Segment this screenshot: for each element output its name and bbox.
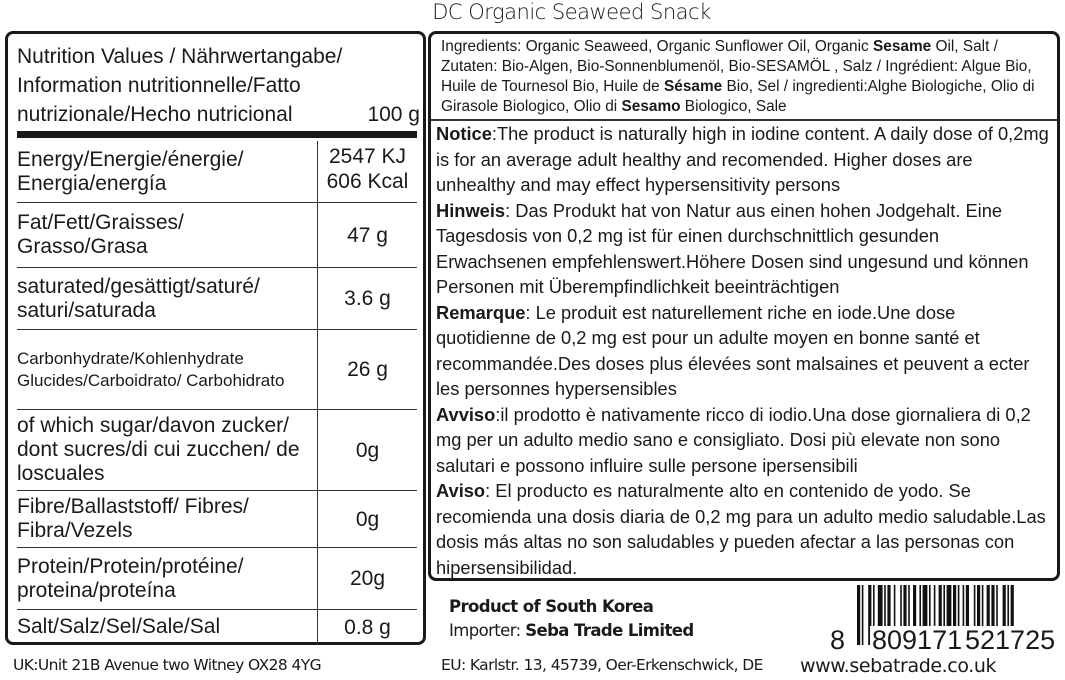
notices: Notice:The product is naturally high in … — [436, 121, 1053, 580]
notice-paragraph: Notice:The product is naturally high in … — [436, 121, 1053, 198]
notice-heading: Remarque — [436, 301, 526, 323]
barcode-bar — [938, 585, 942, 645]
nutrient-label: Fibre/Ballaststoff/ Fibres/ Fibra/Vezels — [17, 495, 249, 542]
nutrient-value: 0g — [317, 491, 417, 547]
nutrition-row: Fibre/Ballaststoff/ Fibres/ Fibra/Vezels… — [17, 490, 417, 547]
barcode-bar — [981, 585, 984, 645]
barcode-bar — [1007, 585, 1009, 645]
notice-heading: Hinweis — [436, 199, 506, 221]
nutrient-label: Energy/Energie/énergie/ Energia/energía — [17, 147, 244, 195]
nutrition-header: Nutrition Values / Nährwertangabe/ Infor… — [17, 42, 422, 129]
nutrient-label: Protein/Protein/protéine/ proteina/prote… — [17, 554, 244, 602]
nutrition-row: Fat/Fett/Graisses/ Grasso/Grasa 47 g — [17, 202, 417, 267]
barcode-bar — [991, 585, 995, 645]
barcode-bar — [913, 585, 917, 645]
notice-paragraph: Aviso: El producto es naturalmente alto … — [436, 478, 1053, 580]
barcode — [857, 585, 1014, 645]
nutrient-value: 47 g — [317, 203, 417, 267]
nutrition-row: of which sugar/davon zucker/ dont sucres… — [17, 409, 417, 490]
nutrient-label: Carbonhydrate/Kohlenhydrate Glucides/Car… — [17, 348, 285, 390]
origin-block: Product of South Korea Importer: Seba Tr… — [449, 595, 694, 643]
barcode-bar — [946, 585, 952, 645]
barcode-bar — [919, 585, 921, 645]
barcode-bar — [893, 585, 896, 645]
website: www.sebatrade.co.uk — [800, 655, 997, 677]
nutrient-value: 3.6 g — [317, 268, 417, 329]
notice-paragraph: Avviso:il prodotto è nativamente ricco d… — [436, 402, 1053, 479]
barcode-bar — [965, 585, 969, 645]
notice-heading: Avviso — [436, 403, 496, 425]
barcode-digits-left: 809171 — [870, 625, 965, 655]
barcode-bar — [873, 585, 875, 645]
barcode-bar — [973, 585, 976, 645]
barcode-digits-right: 521725 — [963, 625, 1058, 655]
barcode-bar — [903, 585, 907, 645]
barcode-bar — [922, 585, 928, 645]
ingredient-text: Bio, Sel / ingredienti:Alghe Biologiche,… — [441, 78, 1035, 115]
allergen: Sesamo — [621, 98, 681, 115]
origin: Product of South Korea — [449, 597, 654, 616]
nutrition-row: Protein/Protein/protéine/ proteina/prote… — [17, 547, 417, 609]
nutrition-table: Nutrition Values / Nährwertangabe/ Infor… — [5, 31, 426, 645]
notice-text: : El producto es naturalmente alto en co… — [436, 480, 1046, 578]
barcode-digit-first: 8 — [830, 625, 846, 655]
allergen: Sesame — [873, 38, 932, 55]
barcode-bar — [861, 585, 864, 645]
barcode-bar — [900, 585, 902, 645]
thick-divider — [17, 131, 417, 138]
nutrition-row: Carbonhydrate/Kohlenhydrate Glucides/Car… — [17, 329, 417, 409]
barcode-bar — [943, 585, 945, 645]
importer-label: Importer: — [449, 621, 526, 640]
barcode-bar — [908, 585, 910, 645]
nutrient-value: 20g — [317, 548, 417, 609]
nutrient-value: 26 g — [317, 330, 417, 409]
barcode-bar — [933, 585, 936, 645]
nutrition-row: Energy/Energie/énergie/ Energia/energía 2… — [17, 141, 417, 202]
barcode-bar — [977, 585, 981, 645]
nutrient-label: of which sugar/davon zucker/ dont sucres… — [17, 414, 300, 485]
allergen: Sésame — [664, 78, 723, 95]
barcode-bar — [857, 585, 861, 645]
nutrition-header-text: Nutrition Values / Nährwertangabe/ Infor… — [17, 45, 343, 126]
nutrient-value: 0g — [317, 410, 417, 490]
nutrient-label: saturated/gesättigt/saturé/ saturi/satur… — [17, 274, 260, 322]
notice-heading: Notice — [436, 123, 492, 144]
product-title: DC Organic Seaweed Snack — [432, 0, 711, 24]
barcode-bar — [962, 585, 965, 645]
per-amount: 100 g — [367, 103, 420, 126]
nutrition-row: Salt/Salz/Sel/Sale/Sal 0.8 g — [17, 609, 417, 644]
barcode-bar — [884, 585, 886, 645]
barcode-bar — [1010, 585, 1014, 645]
notice-paragraph: Remarque: Le produit est naturellement r… — [436, 300, 1053, 402]
barcode-bar — [929, 585, 931, 645]
ingredient-text: Oil, Salt / Zutaten: Bio-Algen, Bio-Sonn… — [441, 38, 1032, 95]
nutrition-row: saturated/gesättigt/saturé/ saturi/satur… — [17, 267, 417, 329]
notice-text: :The product is naturally high in iodine… — [436, 123, 1049, 195]
barcode-bar — [877, 585, 883, 645]
nutrient-value: 0.8 g — [317, 610, 417, 644]
address-eu: EU: Karlstr. 13, 45739, Oer-Erkenschwick… — [441, 656, 763, 674]
nutrient-label: Fat/Fett/Graisses/ Grasso/Grasa — [17, 211, 184, 258]
ingredients-text: Ingredients: Organic Seaweed, Organic Su… — [441, 37, 1049, 117]
address-uk: UK:Unit 21B Avenue two Witney OX28 4YG — [13, 656, 322, 674]
barcode-bar — [887, 585, 891, 645]
barcode-bar — [868, 585, 872, 645]
barcode-bar — [1002, 585, 1006, 645]
barcode-bar — [986, 585, 990, 645]
notice-paragraph: Hinweis: Das Produkt hat von Natur aus e… — [436, 198, 1053, 300]
importer-name: Seba Trade Limited — [525, 621, 694, 640]
barcode-bar — [957, 585, 960, 645]
ingredient-text: Biologico, Sale — [680, 98, 787, 115]
divider — [431, 119, 1057, 121]
nutrient-value: 2547 KJ 606 Kcal — [317, 141, 417, 202]
barcode-bar — [996, 585, 998, 645]
notice-text: :il prodotto è nativamente ricco di iodi… — [436, 403, 1031, 476]
ingredients-panel: Ingredients: Organic Seaweed, Organic Su… — [428, 31, 1060, 581]
notice-heading: Aviso — [436, 480, 486, 501]
notice-text: : Le produit est naturellement riche en … — [436, 301, 1030, 400]
ingredient-text: Ingredients: Organic Seaweed, Organic Su… — [441, 38, 874, 55]
barcode-bar — [953, 585, 957, 645]
notice-text: : Das Produkt hat von Natur aus einen ho… — [436, 199, 1029, 298]
nutrient-label: Salt/Salz/Sel/Sale/Sal — [17, 615, 221, 638]
